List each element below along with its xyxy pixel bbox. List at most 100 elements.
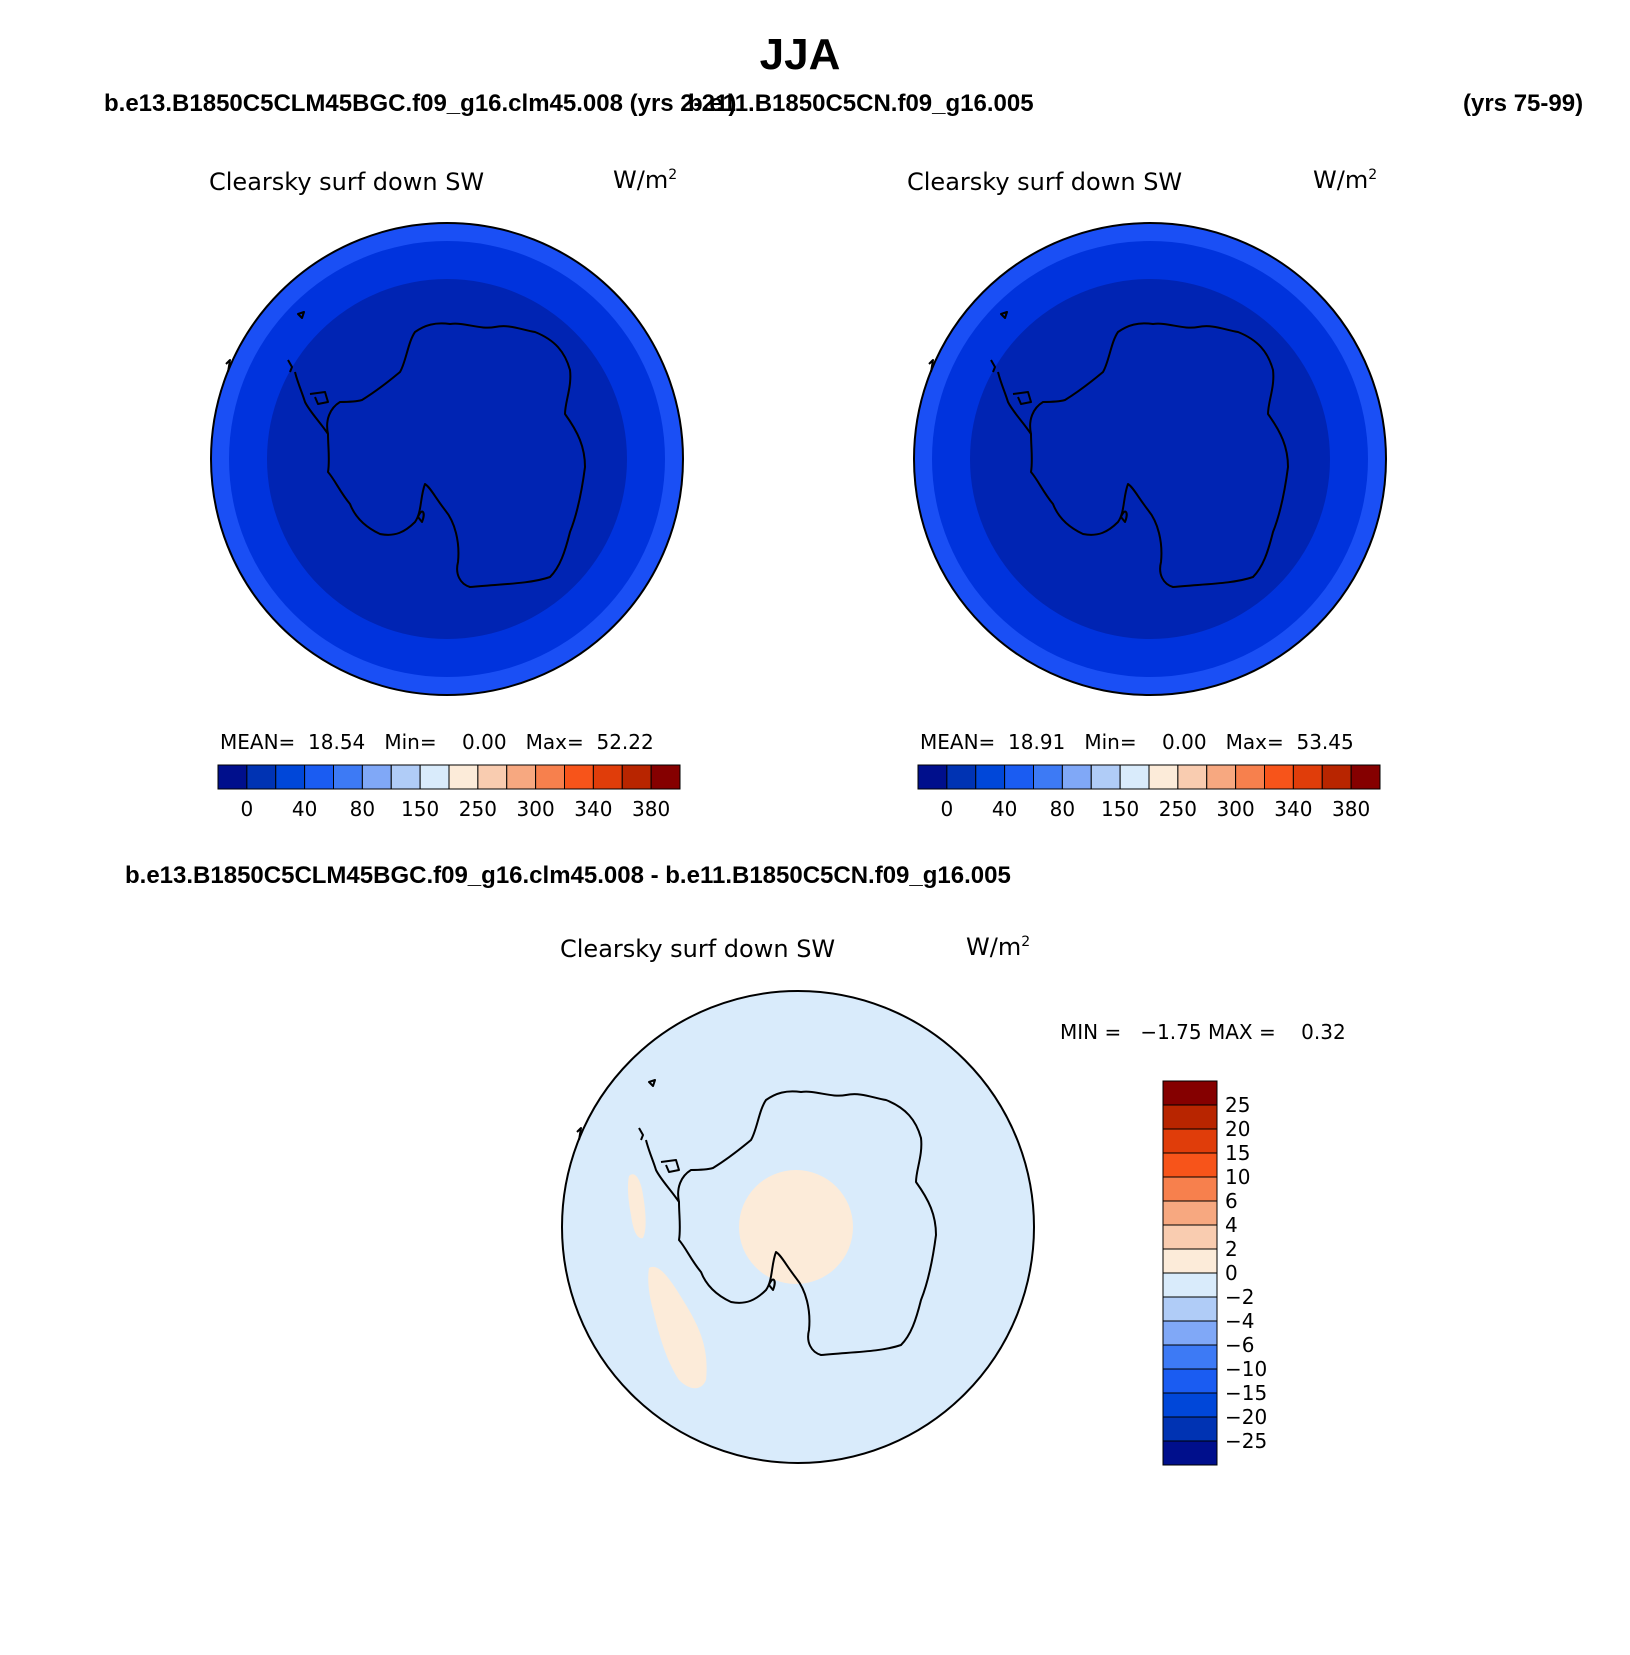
colorbar-swatch — [592, 764, 623, 790]
diff-minmax: MIN = −1.75 MAX = 0.32 — [1060, 1020, 1346, 1044]
colorbar-difference — [1162, 1080, 1218, 1466]
colorbar-tick-label: 380 — [632, 797, 671, 821]
colorbar-swatch — [1292, 764, 1323, 790]
colorbar-swatch — [1162, 1104, 1218, 1130]
colorbar-swatch — [621, 764, 652, 790]
colorbar-swatch — [917, 764, 948, 790]
stats-right: MEAN= 18.91 Min= 0.00 Max= 53.45 — [920, 730, 1354, 754]
inner-disk — [970, 279, 1330, 639]
colorbar-tick-label: 250 — [1158, 797, 1197, 821]
colorbar-swatch — [217, 764, 248, 790]
colorbar-swatch — [1162, 1296, 1218, 1322]
colorbar-tick-label: 0 — [940, 797, 954, 821]
colorbar-swatch — [1162, 1152, 1218, 1178]
colorbar-swatch — [1162, 1416, 1218, 1442]
colorbar-tick-label: −20 — [1225, 1405, 1268, 1429]
case-right-years: (yrs 75-99) — [1463, 90, 1584, 117]
difference-title: b.e13.B1850C5CLM45BGC.f09_g16.clm45.008 … — [125, 862, 1011, 889]
stats-left: MEAN= 18.54 Min= 0.00 Max= 52.22 — [220, 730, 654, 754]
colorbar-swatch — [419, 764, 450, 790]
panel-left-field: Clearsky surf down SW — [209, 168, 485, 196]
colorbar-tick-label: 4 — [1225, 1213, 1238, 1237]
colorbar-swatch — [1162, 1248, 1218, 1274]
colorbar-tick-label: 340 — [574, 797, 613, 821]
colorbar-tick-label: 340 — [1274, 797, 1313, 821]
colorbar-swatch — [1162, 1344, 1218, 1370]
colorbar-swatch — [304, 764, 334, 790]
colorbar-swatch — [1162, 1080, 1218, 1106]
colorbar-swatch — [1033, 764, 1063, 790]
colorbar-swatch — [361, 764, 392, 790]
colorbar-swatch — [1162, 1272, 1218, 1298]
colorbar-swatch — [535, 764, 565, 790]
colorbar-swatch — [564, 764, 594, 790]
colorbar-tick-label: 25 — [1225, 1093, 1251, 1117]
colorbar-swatch — [1162, 1128, 1218, 1154]
colorbar-tick-label: 150 — [401, 797, 440, 821]
colorbar-swatch — [448, 764, 479, 790]
colorbar-swatch — [1148, 764, 1179, 790]
colorbar-tick-label: 250 — [458, 797, 497, 821]
panel-left-units: W/m2 — [613, 166, 678, 194]
colorbar-swatch — [975, 764, 1006, 790]
positive-anomaly-west — [627, 1174, 646, 1239]
colorbar-tick-label: 0 — [1225, 1261, 1238, 1285]
antarctica-coastline — [225, 311, 586, 588]
colorbar-swatch — [1162, 1368, 1218, 1394]
colorbar-tick-label: 20 — [1225, 1117, 1251, 1141]
colorbar-swatch — [1162, 1392, 1218, 1418]
colorbar-swatch — [275, 764, 306, 790]
colorbar-swatch — [650, 764, 681, 790]
diff-units: W/m2 — [966, 933, 1031, 961]
colorbar-swatch — [1090, 764, 1121, 790]
panel-right-field: Clearsky surf down SW — [907, 168, 1183, 196]
colorbar-tick-label: 380 — [1332, 797, 1371, 821]
season-title: JJA — [759, 30, 841, 79]
colorbar-tick-label: 150 — [1101, 797, 1140, 821]
map-panel-difference — [561, 990, 1035, 1464]
colorbar-right — [917, 764, 1381, 790]
colorbar-swatch — [1162, 1320, 1218, 1346]
colorbar-tick-label: −15 — [1225, 1381, 1268, 1405]
colorbar-tick-label: 0 — [240, 797, 254, 821]
colorbar-swatch — [1004, 764, 1034, 790]
antarctica-coastline — [576, 1079, 937, 1356]
map-panel-left — [210, 222, 684, 696]
colorbar-swatch — [1061, 764, 1092, 790]
colorbar-swatch — [946, 764, 977, 790]
colorbar-swatch — [1119, 764, 1150, 790]
panel-right-units: W/m2 — [1313, 166, 1378, 194]
colorbar-swatch — [1162, 1440, 1218, 1466]
colorbar-tick-label: 300 — [516, 797, 555, 821]
colorbar-tick-label: 80 — [349, 797, 376, 821]
colorbar-tick-label: 300 — [1216, 797, 1255, 821]
positive-anomaly-center — [739, 1170, 853, 1284]
colorbar-tick-label: 10 — [1225, 1165, 1251, 1189]
colorbar-tick-label: −6 — [1225, 1333, 1255, 1357]
colorbar-tick-label: −4 — [1225, 1309, 1255, 1333]
colorbar-tick-label: −2 — [1225, 1285, 1255, 1309]
case-right-title: b.e11.B1850C5CN.f09_g16.005 — [688, 90, 1034, 117]
colorbar-tick-label: −25 — [1225, 1429, 1268, 1453]
colorbar-swatch — [1162, 1176, 1218, 1202]
colorbar-tick-label: 15 — [1225, 1141, 1251, 1165]
colorbar-swatch — [1162, 1224, 1218, 1250]
colorbar-swatch — [1177, 764, 1208, 790]
colorbar-tick-label: 40 — [291, 797, 318, 821]
colorbar-swatch — [246, 764, 277, 790]
colorbar-tick-label: −10 — [1225, 1357, 1268, 1381]
colorbar-swatch — [390, 764, 421, 790]
inner-disk — [267, 279, 627, 639]
colorbar-swatch — [333, 764, 363, 790]
diff-field: Clearsky surf down SW — [560, 935, 836, 963]
case-left-title: b.e13.B1850C5CLM45BGC.f09_g16.clm45.008 … — [104, 90, 737, 117]
colorbar-swatch — [477, 764, 508, 790]
colorbar-swatch — [1321, 764, 1352, 790]
colorbar-left — [217, 764, 681, 790]
colorbar-tick-label: 2 — [1225, 1237, 1238, 1261]
colorbar-swatch — [1235, 764, 1265, 790]
colorbar-swatch — [1264, 764, 1294, 790]
positive-anomaly-southwest — [648, 1266, 707, 1389]
colorbar-swatch — [1162, 1200, 1218, 1226]
colorbar-swatch — [1350, 764, 1381, 790]
